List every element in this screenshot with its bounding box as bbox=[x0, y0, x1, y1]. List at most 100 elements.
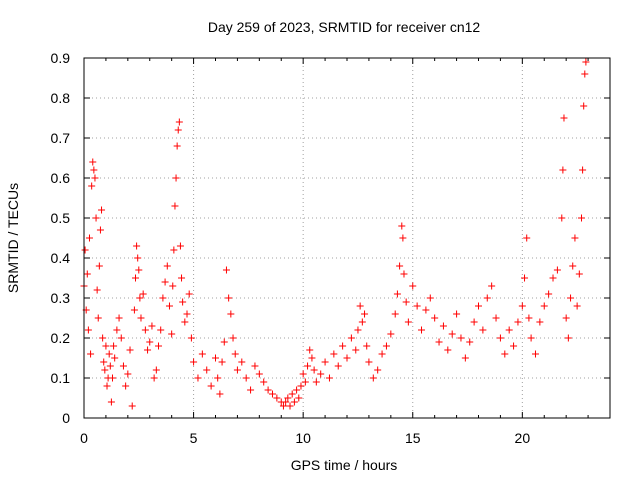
data-point bbox=[176, 242, 184, 250]
data-point bbox=[361, 310, 369, 318]
data-point bbox=[137, 314, 145, 322]
data-point bbox=[173, 142, 181, 150]
data-point bbox=[216, 390, 224, 398]
data-points bbox=[80, 58, 590, 410]
data-point bbox=[398, 222, 406, 230]
data-point bbox=[321, 358, 329, 366]
data-point bbox=[310, 366, 318, 374]
x-axis-label: GPS time / hours bbox=[291, 457, 398, 473]
data-point bbox=[163, 262, 171, 270]
data-point bbox=[95, 262, 103, 270]
data-point bbox=[242, 374, 250, 382]
data-point bbox=[514, 318, 522, 326]
data-point bbox=[317, 370, 325, 378]
data-point bbox=[581, 70, 589, 78]
data-point bbox=[299, 370, 307, 378]
data-point bbox=[144, 346, 152, 354]
data-point bbox=[391, 310, 399, 318]
data-point bbox=[225, 294, 233, 302]
data-point bbox=[387, 330, 395, 338]
data-point bbox=[545, 290, 553, 298]
data-point bbox=[573, 302, 581, 310]
data-point bbox=[457, 334, 465, 342]
data-point bbox=[400, 270, 408, 278]
data-point bbox=[218, 358, 226, 366]
data-point bbox=[536, 318, 544, 326]
data-point bbox=[354, 326, 362, 334]
data-point bbox=[117, 334, 125, 342]
data-point bbox=[190, 358, 198, 366]
data-point bbox=[181, 318, 189, 326]
data-point bbox=[575, 270, 583, 278]
data-point bbox=[426, 294, 434, 302]
data-point bbox=[365, 358, 373, 366]
y-tick-label: 0.8 bbox=[51, 90, 71, 106]
data-point bbox=[133, 242, 141, 250]
data-point bbox=[369, 374, 377, 382]
x-tick-label: 15 bbox=[405, 430, 421, 446]
y-tick-label: 0.9 bbox=[51, 50, 71, 66]
data-point bbox=[409, 282, 417, 290]
data-point bbox=[290, 398, 298, 406]
data-point bbox=[582, 58, 590, 66]
data-point bbox=[521, 274, 529, 282]
data-point bbox=[100, 358, 108, 366]
data-point bbox=[475, 302, 482, 310]
data-point bbox=[102, 342, 110, 350]
data-point bbox=[148, 322, 156, 330]
data-point bbox=[134, 254, 142, 262]
data-point bbox=[448, 330, 456, 338]
data-point bbox=[174, 126, 182, 134]
data-point bbox=[382, 342, 390, 350]
data-point bbox=[89, 158, 97, 166]
data-point bbox=[284, 394, 292, 402]
data-point bbox=[107, 398, 115, 406]
data-point bbox=[85, 234, 93, 242]
data-point bbox=[212, 354, 219, 362]
data-point bbox=[165, 302, 173, 310]
data-point bbox=[207, 382, 215, 390]
data-point bbox=[312, 378, 320, 386]
data-point bbox=[99, 334, 107, 342]
data-point bbox=[132, 274, 140, 282]
data-point bbox=[466, 338, 474, 346]
data-point bbox=[374, 366, 382, 374]
data-point bbox=[339, 342, 347, 350]
y-tick-label: 0.1 bbox=[51, 370, 71, 386]
data-point bbox=[352, 346, 360, 354]
data-point bbox=[501, 350, 509, 358]
data-point bbox=[282, 398, 290, 406]
data-point bbox=[363, 342, 371, 350]
y-tick-label: 0.5 bbox=[51, 210, 71, 226]
data-point bbox=[505, 326, 513, 334]
data-point bbox=[567, 294, 575, 302]
data-point bbox=[286, 402, 294, 410]
data-point bbox=[171, 202, 179, 210]
data-point bbox=[214, 374, 222, 382]
data-point bbox=[168, 330, 176, 338]
data-point bbox=[562, 314, 570, 322]
data-point bbox=[251, 362, 259, 370]
data-point bbox=[347, 334, 355, 342]
data-point bbox=[185, 290, 193, 298]
data-point bbox=[518, 302, 526, 310]
data-point bbox=[399, 234, 407, 242]
data-point bbox=[308, 354, 316, 362]
data-point bbox=[126, 346, 134, 354]
data-point bbox=[141, 326, 149, 334]
chart-title: Day 259 of 2023, SRMTID for receiver cn1… bbox=[208, 19, 481, 35]
data-point bbox=[139, 290, 147, 298]
grid bbox=[84, 58, 610, 418]
data-point bbox=[255, 370, 263, 378]
data-point bbox=[444, 346, 452, 354]
data-point bbox=[135, 266, 143, 274]
x-tick-label: 0 bbox=[80, 430, 88, 446]
data-point bbox=[569, 262, 577, 270]
data-point bbox=[175, 118, 183, 126]
data-point bbox=[431, 314, 439, 322]
data-point bbox=[435, 338, 443, 346]
data-point bbox=[479, 326, 487, 334]
data-point bbox=[169, 282, 177, 290]
data-point bbox=[301, 378, 309, 386]
